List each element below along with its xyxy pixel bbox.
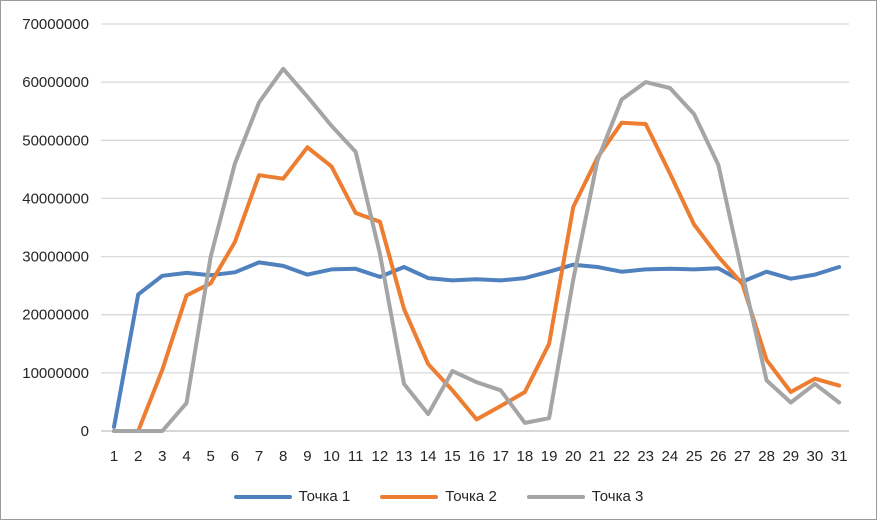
x-axis-tick-label: 8 [279, 448, 287, 465]
x-axis-tick-label: 23 [637, 448, 654, 465]
legend-label-series-2: Точка 2 [445, 488, 497, 505]
y-axis-tick-label: 50000000 [22, 132, 89, 149]
x-axis-tick-label: 26 [710, 448, 727, 465]
x-axis-tick-label: 21 [589, 448, 606, 465]
x-axis-tick-label: 18 [517, 448, 534, 465]
legend-swatch-series-1 [233, 494, 292, 499]
x-axis-tick-label: 30 [807, 448, 824, 465]
legend-item-series-3: Точка 3 [526, 488, 644, 505]
legend-label-series-1: Точка 1 [298, 488, 351, 505]
y-axis-tick-label: 60000000 [22, 74, 89, 91]
x-axis-tick-label: 12 [372, 448, 389, 465]
x-axis-tick-label: 6 [231, 448, 239, 465]
x-axis-tick-label: 22 [613, 448, 630, 465]
x-axis-tick-label: 3 [158, 448, 166, 465]
legend-item-series-1: Точка 1 [233, 488, 351, 505]
x-axis-tick-label: 17 [492, 448, 509, 465]
x-axis-tick-label: 1 [110, 448, 118, 465]
x-axis-tick-label: 7 [255, 448, 263, 465]
x-axis-tick-label: 28 [758, 448, 775, 465]
series-line-3 [112, 66, 842, 433]
x-axis-tick-label: 2 [134, 448, 142, 465]
legend-item-series-2: Точка 2 [380, 488, 497, 505]
x-axis-tick-label: 14 [420, 448, 437, 465]
x-axis-tick-label: 24 [662, 448, 679, 465]
x-axis-tick-label: 25 [686, 448, 703, 465]
series-line-1 [112, 260, 842, 429]
x-axis-tick-label: 19 [541, 448, 558, 465]
x-axis-tick-label: 13 [396, 448, 413, 465]
series-line-2 [112, 120, 842, 433]
legend-label-series-3: Точка 3 [591, 488, 644, 505]
legend-swatch-series-3 [526, 494, 585, 499]
x-axis-tick-label: 27 [734, 448, 751, 465]
y-axis-tick-label: 70000000 [22, 16, 89, 33]
x-axis-tick-label: 9 [303, 448, 311, 465]
x-axis-tick-label: 31 [831, 448, 848, 465]
x-axis-tick-label: 5 [207, 448, 215, 465]
x-axis-tick-label: 11 [348, 448, 364, 465]
x-axis-tick-label: 16 [468, 448, 485, 465]
y-axis-tick-label: 40000000 [22, 190, 89, 207]
x-axis-tick-label: 4 [182, 448, 190, 465]
x-axis-tick-label: 10 [323, 448, 340, 465]
chart-legend: Точка 1 Точка 2 Точка 3 [1, 488, 876, 505]
x-axis-tick-label: 29 [782, 448, 799, 465]
y-axis-tick-label: 10000000 [22, 365, 89, 382]
x-axis-tick-label: 20 [565, 448, 582, 465]
y-axis-tick-label: 20000000 [22, 307, 89, 324]
x-axis-tick-label: 15 [444, 448, 461, 465]
legend-swatch-series-2 [380, 494, 439, 499]
y-axis-tick-label: 0 [81, 423, 89, 440]
y-axis-tick-label: 30000000 [22, 249, 89, 266]
